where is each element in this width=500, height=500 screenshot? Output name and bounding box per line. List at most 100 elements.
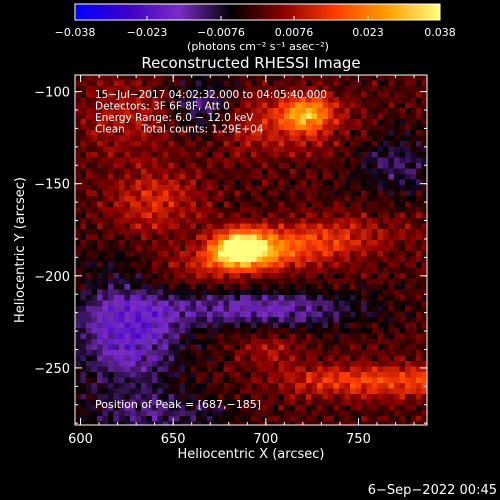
heatmap-cell (234, 245, 241, 252)
heatmap-cell (185, 256, 191, 263)
heatmap-cell (295, 207, 301, 213)
heatmap-cell (168, 333, 175, 340)
heatmap-cell (328, 317, 334, 323)
heatmap-cell (295, 113, 301, 120)
heatmap-cell (135, 229, 142, 235)
heatmap-cell (251, 405, 257, 411)
heatmap-cell (416, 240, 422, 246)
heatmap-cell (223, 410, 230, 417)
heatmap-cell (80, 234, 87, 241)
heatmap-cell (388, 190, 395, 197)
heatmap-cell (399, 245, 406, 252)
heatmap-cell (322, 234, 329, 241)
heatmap-cell (141, 311, 147, 318)
heatmap-cell (350, 86, 356, 92)
heatmap-cell (179, 300, 186, 307)
heatmap-cell (234, 201, 241, 208)
heatmap-cell (86, 168, 92, 175)
heatmap-cell (394, 262, 400, 268)
heatmap-cell (410, 339, 417, 345)
heatmap-cell (102, 201, 109, 208)
heatmap-cell (135, 322, 142, 329)
heatmap-cell (196, 328, 202, 334)
heatmap-cell (328, 410, 334, 417)
heatmap-cell (267, 86, 274, 92)
heatmap-cell (311, 152, 318, 158)
heatmap-cell (229, 289, 235, 296)
heatmap-cell (306, 240, 312, 246)
heatmap-cell (377, 273, 384, 279)
heatmap-cell (119, 311, 125, 318)
heatmap-cell (322, 80, 329, 87)
heatmap-cell (207, 306, 213, 312)
heatmap-cell (273, 366, 279, 373)
heatmap-cell (251, 394, 257, 400)
heatmap-cell (355, 218, 362, 224)
heatmap-cell (361, 273, 367, 279)
heatmap-cell (146, 80, 153, 87)
heatmap-cell (361, 306, 367, 312)
heatmap-cell (168, 405, 175, 411)
heatmap-cell (256, 234, 263, 241)
heatmap-cell (179, 207, 186, 213)
heatmap-cell (399, 295, 406, 301)
heatmap-cell (146, 102, 153, 109)
heatmap-cell (295, 201, 301, 208)
heatmap-cell (185, 295, 191, 301)
heatmap-cell (190, 350, 197, 356)
heatmap-cell (152, 262, 158, 268)
heatmap-cell (234, 328, 241, 334)
heatmap-cell (306, 229, 312, 235)
heatmap-cell (251, 108, 257, 114)
heatmap-cell (372, 388, 378, 395)
heatmap-cell (311, 157, 318, 164)
heatmap-cell (284, 86, 290, 92)
heatmap-cell (240, 410, 246, 417)
heatmap-cell (234, 91, 241, 98)
heatmap-cell (174, 256, 180, 263)
heatmap-cell (388, 256, 395, 263)
heatmap-cell (383, 333, 389, 340)
heatmap-cell (86, 135, 92, 142)
heatmap-cell (218, 372, 224, 378)
heatmap-cell (256, 124, 263, 131)
heatmap-cell (86, 190, 92, 197)
heatmap-cell (416, 146, 422, 153)
heatmap-cell (295, 135, 301, 142)
heatmap-cell (328, 322, 334, 329)
heatmap-cell (300, 273, 307, 279)
heatmap-cell (399, 278, 406, 285)
heatmap-cell (97, 322, 103, 329)
heatmap-cell (229, 157, 235, 164)
heatmap-cell (405, 102, 411, 109)
heatmap-cell (300, 416, 307, 422)
heatmap-cell (75, 196, 81, 202)
heatmap-cell (267, 113, 274, 120)
heatmap-cell (278, 388, 285, 395)
heatmap-cell (317, 377, 323, 384)
heatmap-cell (405, 311, 411, 318)
heatmap-cell (75, 168, 81, 175)
heatmap-cell (388, 201, 395, 208)
heatmap-cell (240, 179, 246, 186)
heatmap-cell (284, 207, 290, 213)
heatmap-cell (355, 179, 362, 186)
heatmap-cell (80, 339, 87, 345)
heatmap-cell (306, 80, 312, 87)
heatmap-cell (262, 207, 268, 213)
heatmap-cell (399, 146, 406, 153)
heatmap-cell (289, 421, 296, 425)
heatmap-cell (185, 218, 191, 224)
heatmap-cell (163, 394, 169, 400)
heatmap-cell (339, 317, 345, 323)
heatmap-cell (317, 157, 323, 164)
heatmap-cell (146, 339, 153, 345)
heatmap-cell (245, 394, 252, 400)
heatmap-cell (399, 377, 406, 384)
heatmap-cell (102, 284, 109, 290)
heatmap-cell (119, 234, 125, 241)
heatmap-cell (377, 229, 384, 235)
heatmap-cell (328, 306, 334, 312)
heatmap-cell (229, 355, 235, 362)
heatmap-cell (75, 399, 81, 406)
